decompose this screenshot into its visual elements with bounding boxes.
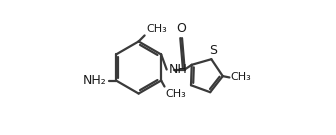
Text: O: O	[176, 22, 186, 35]
Text: CH₃: CH₃	[166, 89, 186, 99]
Text: CH₃: CH₃	[146, 24, 167, 34]
Text: NH: NH	[169, 63, 187, 76]
Text: NH₂: NH₂	[83, 74, 107, 87]
Text: CH₃: CH₃	[231, 72, 252, 82]
Text: S: S	[209, 43, 217, 57]
